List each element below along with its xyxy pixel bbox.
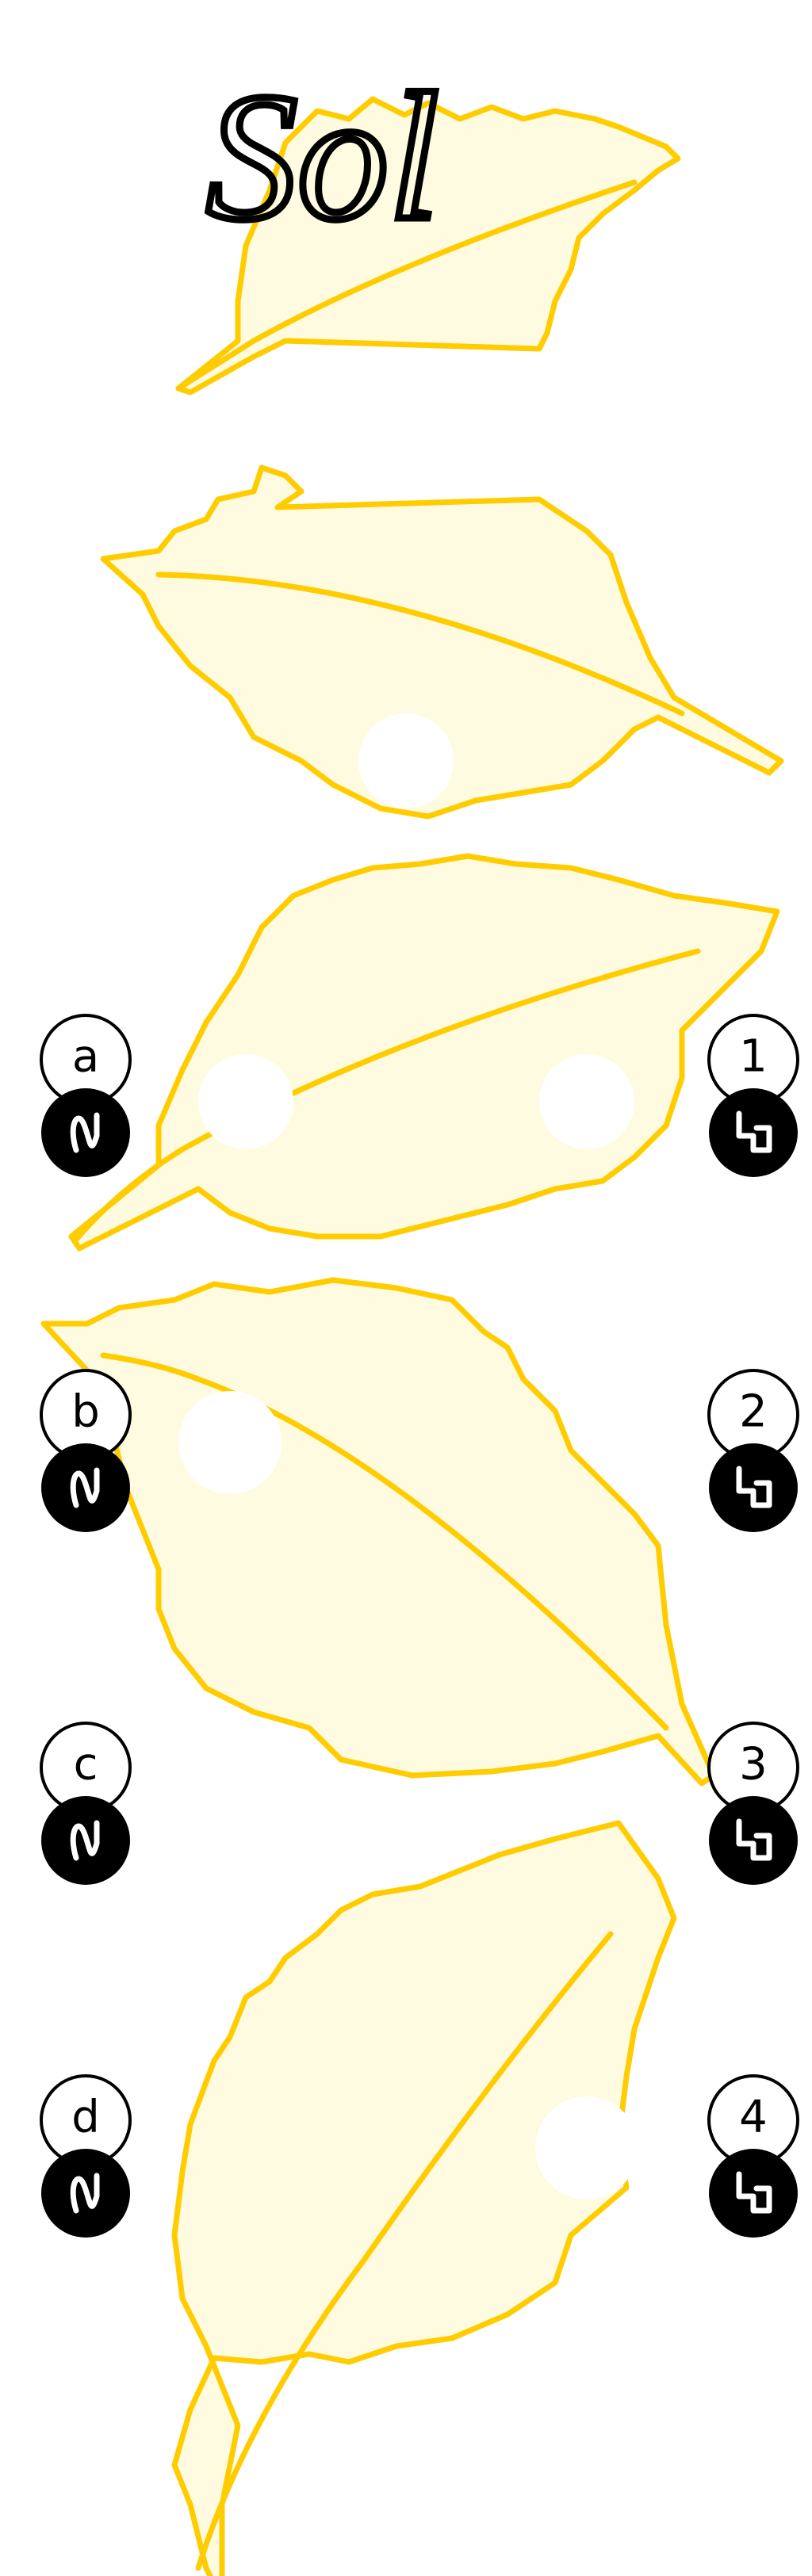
leaf [100, 464, 784, 820]
jack-label: 3 [739, 1739, 768, 1791]
wave-icon [736, 1110, 772, 1153]
leaf [40, 1277, 717, 1787]
wave-icon [70, 1820, 100, 1861]
input-jack[interactable]: b [40, 1369, 132, 1532]
output-jack[interactable]: 3 [707, 1722, 799, 1885]
output-jack[interactable]: 2 [707, 1369, 799, 1532]
wave-icon [70, 2173, 100, 2214]
jack-label: 4 [739, 2092, 768, 2143]
input-jack[interactable]: a [40, 1014, 132, 1177]
jacks: a b c d 1 2 3 4 [40, 1014, 799, 2238]
wave-icon [736, 1818, 772, 1861]
output-jack[interactable]: 1 [707, 1014, 799, 1177]
jack-label: c [74, 1739, 98, 1791]
jack-label: 2 [739, 1386, 768, 1438]
jack-socket [709, 1796, 798, 1885]
wave-icon [736, 1466, 772, 1508]
jack-socket [709, 1088, 798, 1177]
jack-label: b [71, 1386, 100, 1438]
wave-icon [70, 1112, 100, 1153]
jack-socket [709, 1443, 798, 1532]
input-jack[interactable]: c [40, 1722, 132, 1885]
title: Sol [206, 55, 439, 258]
output-jack[interactable]: 4 [707, 2074, 799, 2238]
input-jack[interactable]: d [40, 2074, 132, 2238]
leaf [171, 1820, 677, 2576]
jack-label: 1 [739, 1031, 768, 1083]
leaf [175, 96, 681, 396]
jack-label: d [71, 2092, 100, 2143]
jack-label: a [72, 1031, 99, 1083]
wave-icon [70, 1467, 100, 1508]
wave-icon [736, 2171, 772, 2214]
jack-socket [709, 2149, 798, 2238]
leaf [68, 853, 780, 1252]
